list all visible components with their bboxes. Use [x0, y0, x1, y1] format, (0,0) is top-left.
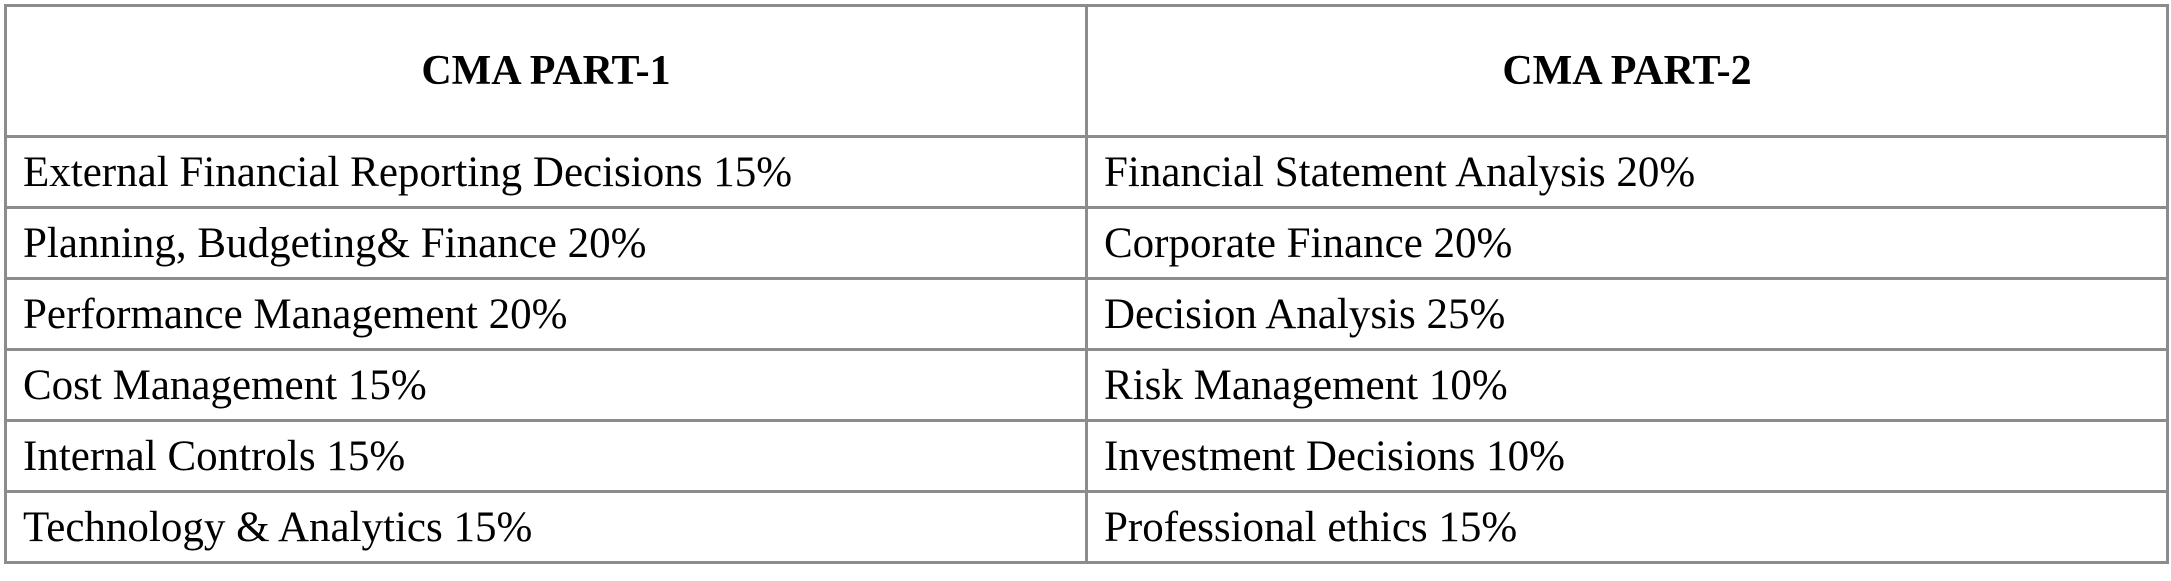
- table-cell: Cost Management 15%: [4, 348, 1088, 422]
- table-cell: Risk Management 10%: [1085, 348, 2169, 422]
- header-cell: CMA PART-2: [1085, 4, 2169, 138]
- table-cell: External Financial Reporting Decisions 1…: [4, 135, 1088, 209]
- table-body: External Financial Reporting Decisions 1…: [4, 135, 2169, 564]
- header-row: CMA PART-1 CMA PART-2: [4, 4, 2169, 138]
- table-row: External Financial Reporting Decisions 1…: [4, 135, 2169, 209]
- table-row: Technology & Analytics 15% Professional e…: [4, 490, 2169, 564]
- table-cell: Professional ethics 15%: [1085, 490, 2169, 564]
- table-row: Cost Management 15% Risk Management 10%: [4, 348, 2169, 422]
- table-row: Internal Controls 15% Investment Decision…: [4, 419, 2169, 493]
- table-cell: Planning, Budgeting& Finance 20%: [4, 206, 1088, 280]
- table-cell: Technology & Analytics 15%: [4, 490, 1088, 564]
- table-cell: Internal Controls 15%: [4, 419, 1088, 493]
- table-header: CMA PART-1 CMA PART-2: [4, 4, 2169, 138]
- table-cell: Financial Statement Analysis 20%: [1085, 135, 2169, 209]
- table-cell: Decision Analysis 25%: [1085, 277, 2169, 351]
- table-cell: Performance Management 20%: [4, 277, 1088, 351]
- header-cell: CMA PART-1: [4, 4, 1088, 138]
- table-row: Planning, Budgeting& Finance 20% Corporat…: [4, 206, 2169, 280]
- table-row: Performance Management 20% Decision Analy…: [4, 277, 2169, 351]
- syllabus-table: CMA PART-1 CMA PART-2 External Financial…: [4, 4, 2169, 564]
- table-cell: Corporate Finance 20%: [1085, 206, 2169, 280]
- table-cell: Investment Decisions 10%: [1085, 419, 2169, 493]
